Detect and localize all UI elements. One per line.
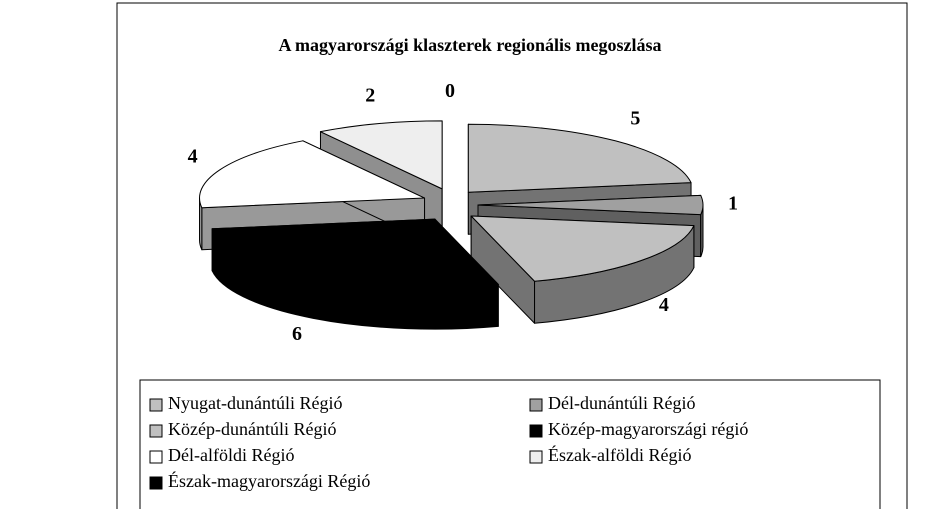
slice-top xyxy=(211,218,499,288)
legend-swatch xyxy=(529,424,543,438)
legend-label: Közép-magyarországi régió xyxy=(548,419,748,439)
legend-label: Nyugat-dunántúli Régió xyxy=(168,393,342,413)
legend-swatch xyxy=(149,450,163,464)
legend-label: Észak-magyarországi Régió xyxy=(168,470,370,491)
legend-swatch xyxy=(149,476,163,490)
legend-swatch xyxy=(529,450,543,464)
slice-top xyxy=(319,120,443,190)
data-label: 4 xyxy=(659,294,669,316)
data-label: 0 xyxy=(445,80,455,102)
legend-swatch xyxy=(149,424,163,438)
legend-label: Dél-dunántúli Régió xyxy=(548,393,695,413)
slice xyxy=(211,218,499,330)
legend-swatch xyxy=(529,398,543,412)
slice-top xyxy=(477,194,704,216)
legend-label: Közép-dunántúli Régió xyxy=(168,419,336,439)
slice-top xyxy=(470,215,695,282)
data-label: 4 xyxy=(188,146,198,168)
legend-box xyxy=(139,379,881,509)
data-label: 5 xyxy=(630,107,640,129)
data-label: 2 xyxy=(365,84,375,106)
slice xyxy=(470,215,695,324)
legend-label: Észak-alföldi Régió xyxy=(548,444,691,465)
slice-top xyxy=(199,140,426,209)
chart-title: A magyarországi klaszterek regionális me… xyxy=(279,35,662,55)
legend-label: Dél-alföldi Régió xyxy=(168,445,294,465)
pie xyxy=(199,120,704,330)
data-label: 1 xyxy=(728,193,738,215)
legend-swatch xyxy=(149,398,163,412)
data-label: 6 xyxy=(292,323,302,345)
slice-top xyxy=(467,123,692,193)
